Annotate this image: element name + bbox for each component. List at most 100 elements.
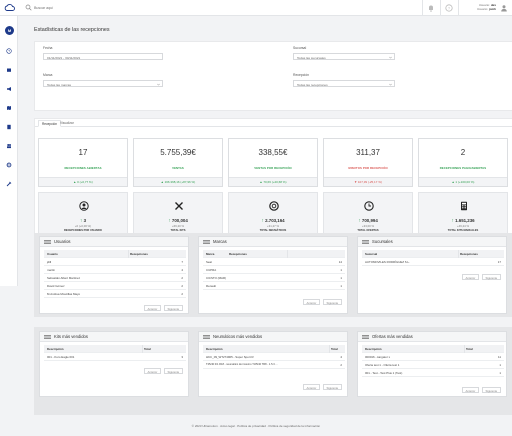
list-icon [362,335,369,339]
table-row: martin 4 [44,266,186,274]
cart-icon[interactable] [6,67,12,73]
help-icon[interactable]: ? [444,3,454,13]
kpi-value-text: 700,004 [171,218,188,223]
kpi-recepciones-abiertas: 17 RECEPCIONES ABIERTAS ▲ 0 (+0,77 %) [38,138,128,187]
search-input[interactable] [34,3,174,12]
cell-name: Sebastián Albert Martínez [47,276,81,280]
kpi-value-text: 3 [83,218,87,223]
prev-page-button[interactable]: Anterior [144,368,161,374]
prev-page-button[interactable]: Anterior [303,299,320,305]
prev-page-button[interactable]: Anterior [303,384,320,390]
avatar[interactable]: M [5,26,14,35]
panel-title-text: Neumáticos más vendidos [213,334,263,339]
prev-page-button[interactable]: Anterior [462,387,479,393]
clock-icon[interactable] [6,48,12,54]
tab-recepcion[interactable]: Recepción [38,120,62,127]
ranking-area-top: Usuarios Usuario Recepciones jdill 7 marti… [34,233,512,317]
user-value: dev [490,3,496,7]
kpi-total-neumaticos: ↑ 2.703,164 +31,27 % TOTAL NEUMÁTICOS [228,192,318,239]
cell-name: M.Andrea Moscillas Mayo [47,292,81,296]
tools-icon[interactable] [6,181,12,187]
panel-usuarios: Usuarios Usuario Recepciones jdill 7 marti… [39,236,189,314]
fecha-input[interactable]: 01/11/2021 - 30/11/2021 [43,53,163,60]
kpi-label: TOTAL NEUMÁTICOS [259,229,287,232]
kpi-value: ↑ 2.703,164 [261,218,285,224]
cell-name: David Gómez [47,284,65,288]
col-header[interactable]: Total [466,347,473,351]
search-icon[interactable] [25,4,32,11]
settings-icon[interactable] [6,162,12,168]
next-page-button[interactable]: Siguiente [164,305,183,311]
bell-icon[interactable] [426,3,436,13]
prev-page-button[interactable]: Anterior [144,305,161,311]
list-icon [362,240,369,244]
user-info[interactable]: Usuario: dev Usuario: jsmh [470,3,496,11]
cell-name: Oferta test 1 - Oferta test 1 [365,363,400,367]
cell-name: martin [47,268,56,272]
table-row: T25/40 0/1 R18 - neumático de invierno T… [203,361,345,369]
table-row: Seat 14 [203,258,345,266]
col-header[interactable]: Recepciones [229,252,247,256]
cell-name: jdill [47,260,52,264]
users-icon[interactable] [6,143,12,149]
divider [458,0,459,16]
col-header[interactable]: Total [331,347,338,351]
panel-title-text: Usuarios [54,239,71,244]
sucursal-value: Todas las sucursales [297,55,326,60]
cell-count: 17 [497,260,501,264]
divider [422,0,423,16]
cell-count: 7 [181,260,183,264]
sucursales-table: Sucursal Recepciones AUTOMOVILES RODRÍGUE… [362,250,504,266]
cell-name: Seat [206,260,212,264]
table-header: Marca Recepciones [203,250,345,258]
col-header[interactable]: Usuario [47,252,58,256]
megaphone-icon[interactable] [6,86,12,92]
cell-name: 001 - Test - Test Plus 1 (Test) [365,371,403,375]
cell-count: 2 [340,363,342,367]
next-page-button[interactable]: Siguiente [323,299,342,305]
tools-icon [175,202,183,210]
page-title: Estadísticas de las recepciones [34,27,110,33]
tab-visualizar[interactable]: Visualizar [60,121,74,125]
table-row: 001 - Test - Test Plus 1 (Test) 1 [362,369,504,377]
next-page-button[interactable]: Siguiente [323,384,342,390]
map-icon[interactable] [6,105,12,111]
kpi-label: TOTAL KITS MANUALES [447,229,479,232]
cell-count: 1 [499,363,501,367]
next-page-button[interactable]: Siguiente [482,274,501,280]
user-icon[interactable] [500,4,508,12]
divider [440,0,441,16]
kpi-sub: +31,27 % [267,224,279,228]
kpi-value: 2 [460,148,466,157]
col-header[interactable]: Descripción [206,347,223,351]
filter-card: Fecha 01/11/2021 - 30/11/2021 Sucursal T… [34,41,512,111]
col-header[interactable]: Total [144,347,151,351]
tab-bar: Recepción Visualizar [35,119,512,127]
kpi-total-ofertas: ↑ 700,994 +33,00 % TOTAL OFERTAS [323,192,413,239]
col-header[interactable]: Sucursal [365,252,378,256]
table-header: Descripción Total [44,345,186,353]
col-header[interactable]: Descripción [47,347,64,351]
col-header[interactable]: Recepciones [130,252,148,256]
prev-page-button[interactable]: Anterior [462,274,479,280]
col-header[interactable]: Recepciones [460,252,478,256]
footer: © 2023 Ultramotion · Aviso legal · Polít… [191,424,321,428]
next-page-button[interactable]: Siguiente [164,368,183,374]
col-header[interactable]: Descripción [365,347,382,351]
kpi-value: 17 [78,148,88,157]
panel-title: Ofertas más vendidas [358,332,506,342]
sucursal-label: Sucursal [293,46,307,50]
col-header[interactable]: Marca [206,252,215,256]
recepcion-select[interactable]: Todas las recepciones [293,80,395,87]
user-label: Usuario: [476,7,489,12]
kpi-value: 338,55€ [258,148,288,157]
marca-select[interactable]: Todas las marcas [43,80,163,87]
clock-icon [364,201,374,211]
sucursal-select[interactable]: Todas las sucursales [293,53,395,60]
user-circle-icon [79,201,89,211]
next-page-button[interactable]: Siguiente [482,387,501,393]
panel-title-text: Marcas [213,239,227,244]
kpi-delta: ▲ 0 (+0,77 %) [39,177,127,186]
document-icon[interactable] [6,124,12,130]
cloud-logo-icon[interactable] [4,3,15,12]
